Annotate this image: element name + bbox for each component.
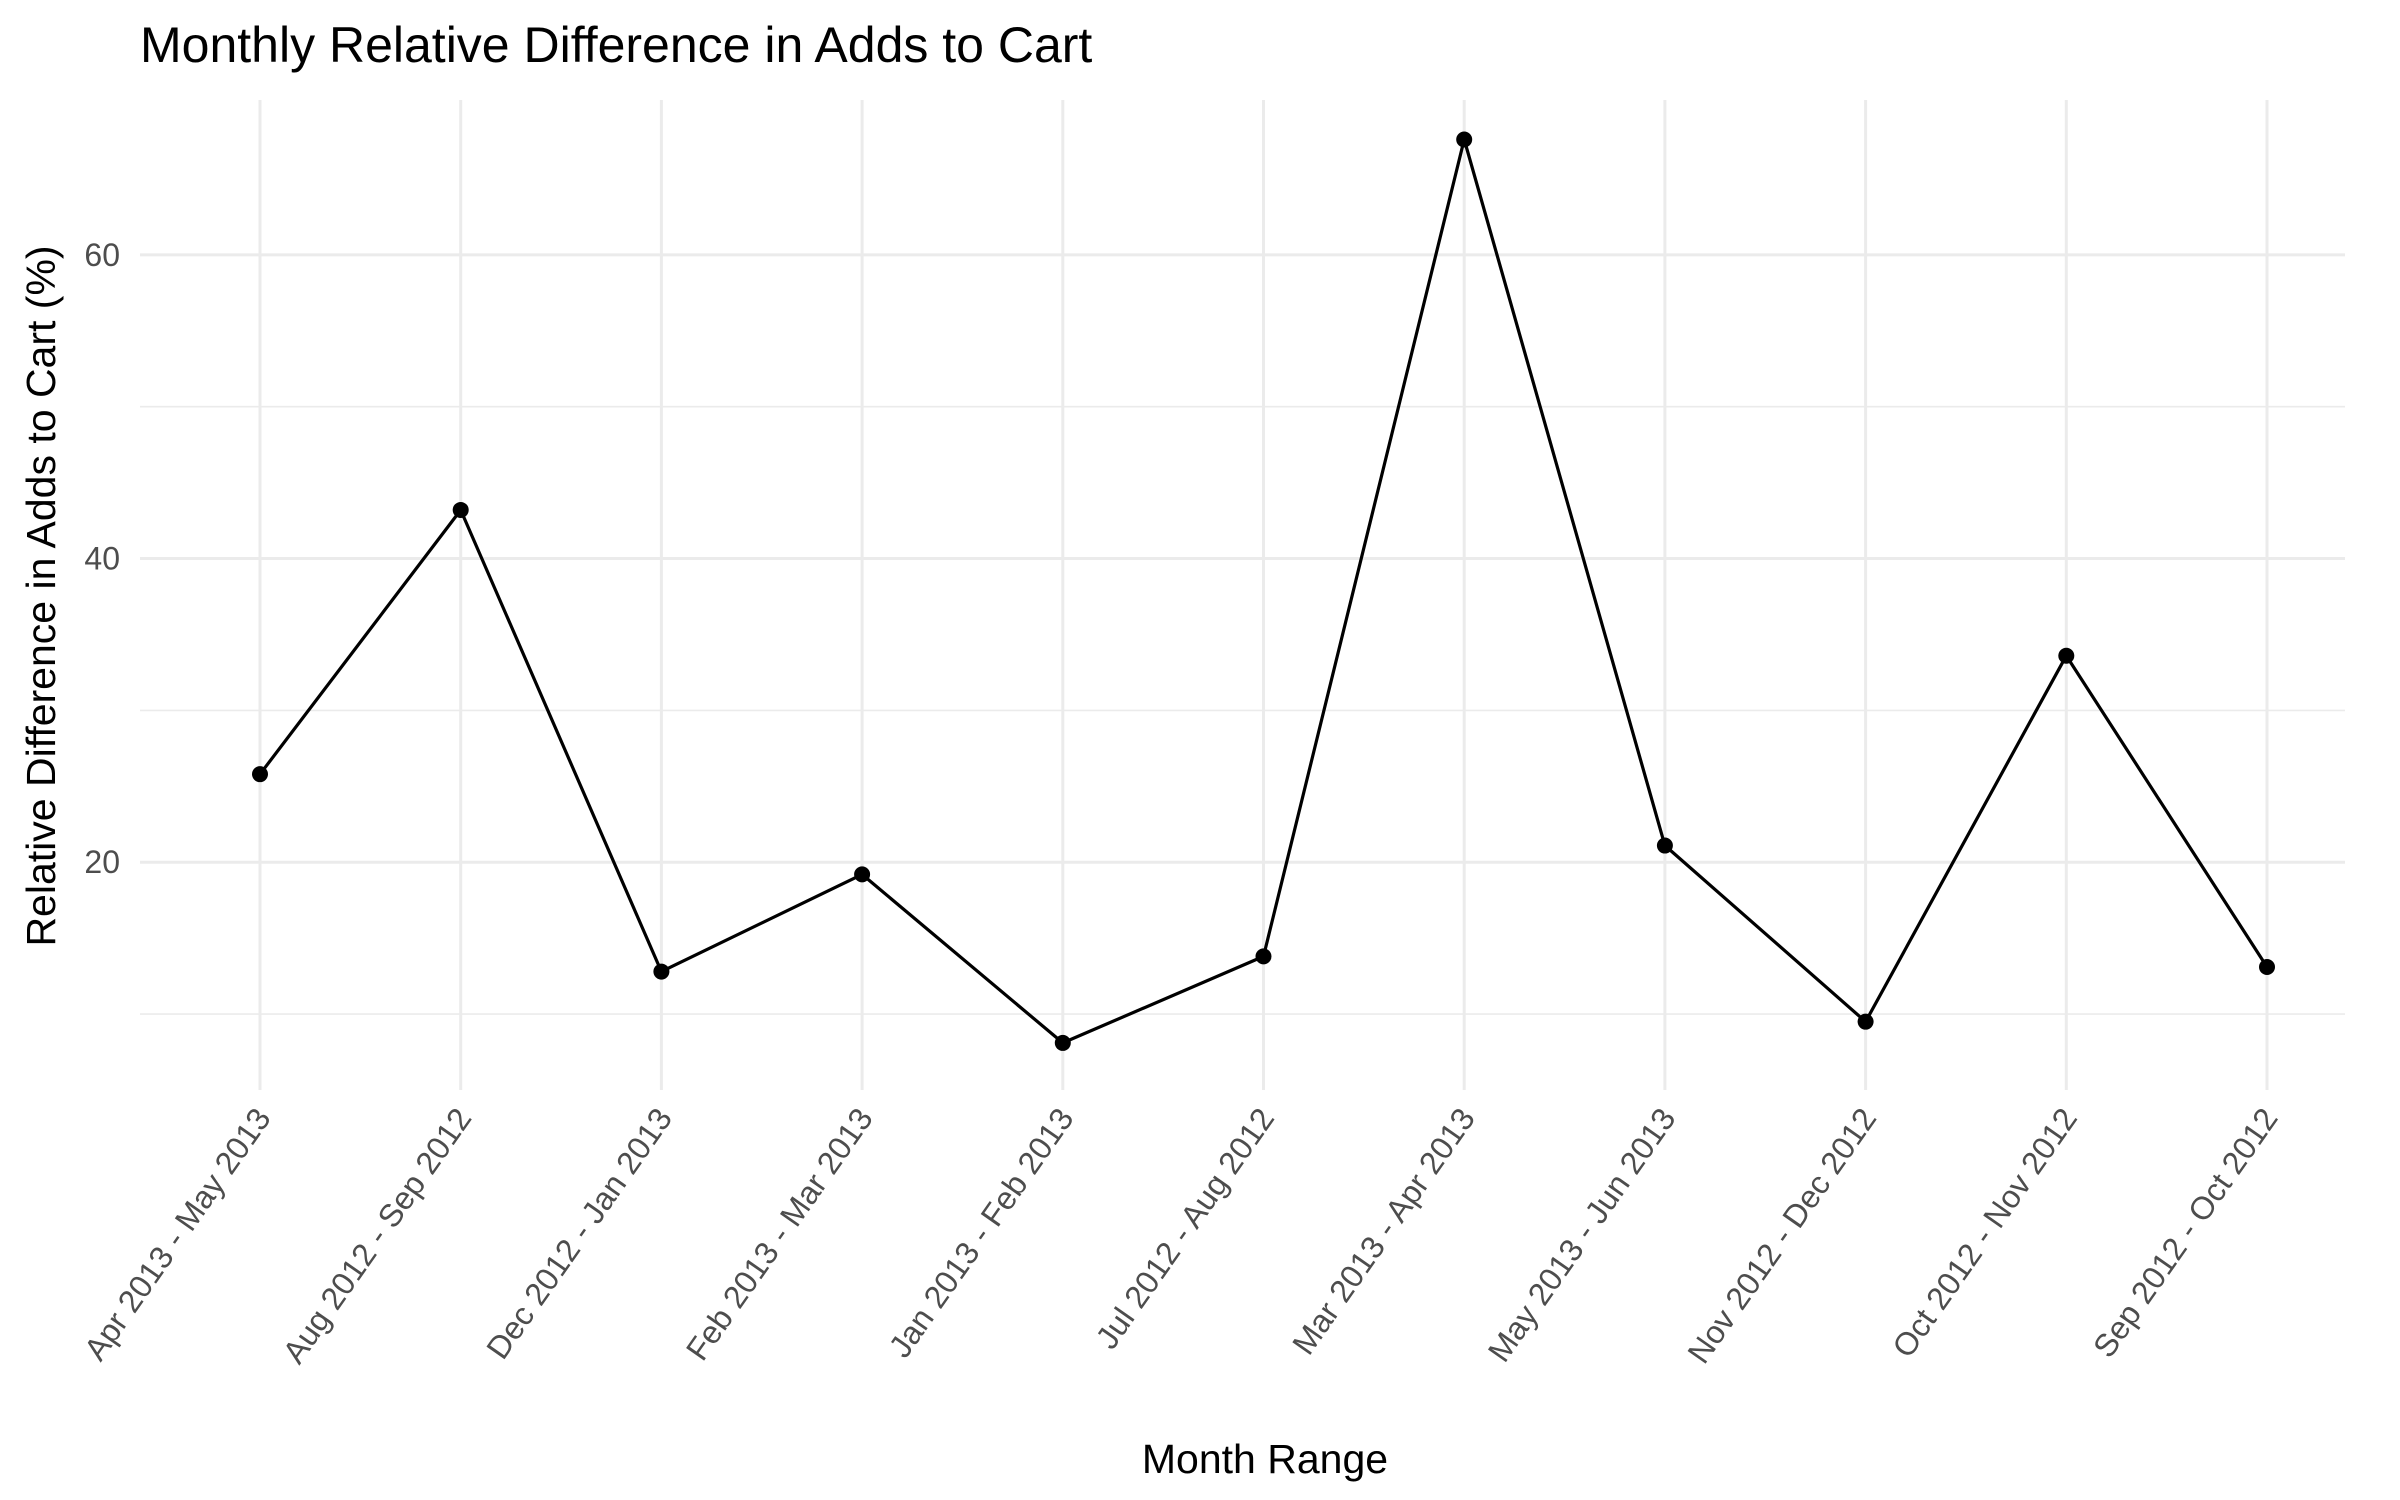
x-tick-label: Feb 2013 - Mar 2013 (679, 1101, 880, 1366)
data-point (1255, 948, 1272, 965)
x-tick-label: Apr 2013 - May 2013 (77, 1101, 278, 1366)
y-tick-label: 20 (84, 844, 120, 880)
y-tick-label: 40 (84, 541, 120, 577)
data-point (1656, 837, 1673, 854)
data-point (1857, 1013, 1874, 1030)
x-tick-label: Jul 2012 - Aug 2012 (1088, 1101, 1281, 1355)
data-point (2259, 959, 2275, 976)
data-point (452, 501, 469, 518)
data-point (1456, 131, 1473, 148)
data-point (1054, 1034, 1071, 1051)
x-axis-title: Month Range (1142, 1436, 1388, 1482)
data-point (653, 963, 670, 980)
x-tick-label: Aug 2012 - Sep 2012 (275, 1101, 478, 1369)
chart-title: Monthly Relative Difference in Adds to C… (140, 17, 1092, 73)
x-tick-label: Jan 2013 - Feb 2013 (882, 1101, 1081, 1364)
x-tick-label: Nov 2012 - Dec 2012 (1680, 1101, 1883, 1369)
grid (140, 100, 2345, 1090)
x-tick-label: Dec 2012 - Jan 2013 (479, 1101, 679, 1365)
data-points (252, 131, 2275, 1051)
x-tick-label: Mar 2013 - Apr 2013 (1285, 1101, 1482, 1361)
y-axis-title: Relative Difference in Adds to Cart (%) (18, 245, 64, 946)
x-tick-label: Sep 2012 - Oct 2012 (2086, 1101, 2285, 1364)
data-point (854, 866, 871, 883)
y-axis-ticks: 20 40 60 (84, 237, 120, 880)
data-point (252, 766, 268, 783)
y-tick-label: 60 (84, 237, 120, 273)
x-tick-label: May 2013 - Jun 2013 (1481, 1101, 1683, 1368)
data-point (2058, 647, 2075, 664)
x-tick-label: Oct 2012 - Nov 2012 (1885, 1101, 2084, 1364)
